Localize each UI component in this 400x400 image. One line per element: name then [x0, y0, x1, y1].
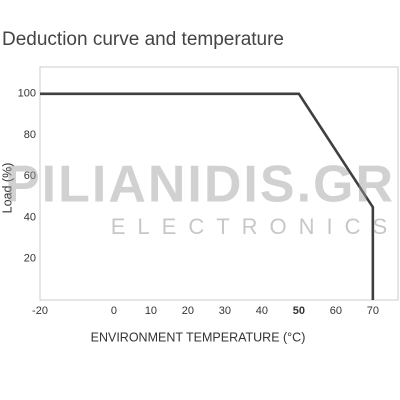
- x-tick-label: 70: [367, 305, 379, 317]
- y-tick-label: 60: [24, 170, 36, 182]
- x-tick-label: 10: [145, 305, 157, 317]
- watermark: PILIANIDIS.GR: [5, 156, 395, 214]
- plot-frame: [39, 66, 399, 301]
- x-tick-label: 30: [219, 305, 231, 317]
- x-tick-label: 60: [330, 305, 342, 317]
- y-tick-label: 100: [18, 88, 36, 100]
- line: [40, 92, 375, 300]
- y-tick-label: 20: [24, 253, 36, 265]
- x-tick-label: 0: [111, 305, 117, 317]
- x-tick-label: 20: [182, 305, 194, 317]
- x-axis-label: ENVIRONMENT TEMPERATURE (°C): [91, 330, 306, 344]
- chart-title: Deduction curve and temperature: [2, 29, 284, 50]
- y-tick-label: 80: [24, 129, 36, 141]
- y-tick-label: 40: [24, 211, 36, 223]
- x-tick-label: 50: [293, 305, 305, 317]
- y-axis-label: Load (%): [0, 163, 14, 214]
- watermark-subtitle: ELECTRONICS: [111, 214, 399, 239]
- x-tick-label: -20: [32, 305, 48, 317]
- x-tick-label: 40: [256, 305, 268, 317]
